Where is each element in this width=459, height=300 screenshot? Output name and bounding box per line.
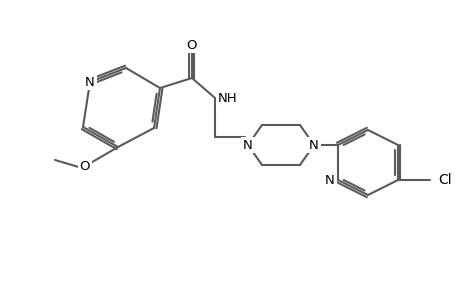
Text: N: N: [325, 173, 334, 187]
Text: N: N: [243, 139, 252, 152]
Text: O: O: [186, 38, 197, 52]
Text: Cl: Cl: [437, 173, 451, 187]
Text: O: O: [79, 160, 90, 172]
Text: N: N: [85, 76, 95, 88]
Text: NH: NH: [218, 92, 237, 104]
Text: N: N: [308, 139, 318, 152]
